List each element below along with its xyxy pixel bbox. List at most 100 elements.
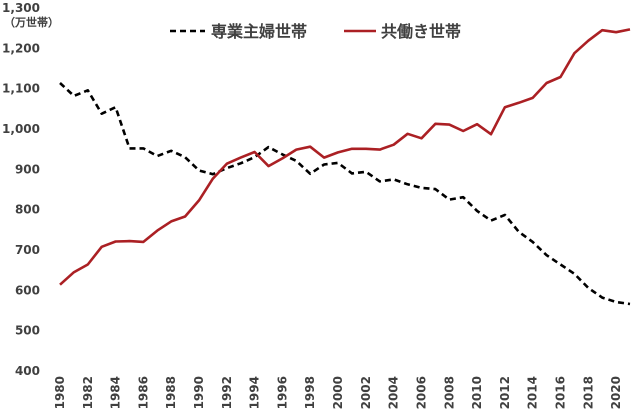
data-point [629, 303, 632, 306]
data-point [559, 76, 562, 79]
data-point [545, 82, 548, 85]
data-point [392, 178, 395, 181]
data-point [364, 170, 367, 173]
x-tick-label: 2002 [359, 376, 373, 409]
x-tick-label: 1984 [109, 376, 123, 409]
data-point [629, 28, 632, 31]
y-tick-label: 1,000 [2, 122, 40, 136]
y-tick-label: 900 [15, 162, 40, 176]
x-tick-label: 1990 [192, 376, 206, 409]
data-point [351, 147, 354, 150]
data-point [434, 122, 437, 125]
x-tick-label: 2008 [442, 376, 456, 409]
data-point [211, 173, 214, 176]
data-point [211, 177, 214, 180]
data-point [225, 162, 228, 165]
data-point [337, 161, 340, 164]
data-point [225, 167, 228, 170]
data-point [503, 213, 506, 216]
data-point [601, 29, 604, 32]
x-tick-label: 1982 [81, 376, 95, 409]
data-point [517, 230, 520, 233]
y-axis-tick-labels: 400 500 600 700 800 900 1,000 1,100 1,200 1,300 [2, 1, 40, 378]
data-point [448, 198, 451, 201]
data-point [142, 147, 145, 150]
data-point [253, 156, 256, 159]
data-point [59, 82, 62, 85]
x-tick-label: 2012 [498, 376, 512, 409]
series-layer [59, 28, 632, 306]
data-point [309, 145, 312, 148]
data-point [378, 148, 381, 151]
data-point [323, 156, 326, 159]
data-point [490, 133, 493, 136]
data-point [128, 240, 131, 243]
data-point [490, 219, 493, 222]
data-point [545, 254, 548, 257]
data-point [86, 263, 89, 266]
x-tick-label: 2010 [470, 376, 484, 409]
data-point [587, 39, 590, 42]
data-point [156, 229, 159, 232]
points-housewife-households [59, 82, 632, 306]
data-point [406, 183, 409, 186]
data-point [476, 123, 479, 126]
data-point [142, 240, 145, 243]
data-point [364, 147, 367, 150]
data-point [462, 130, 465, 133]
data-point [462, 196, 465, 199]
data-point [295, 159, 298, 162]
data-point [267, 146, 270, 149]
y-tick-label: 1,100 [2, 82, 40, 96]
data-point [476, 209, 479, 212]
data-point [573, 272, 576, 275]
data-point [351, 172, 354, 175]
x-tick-label: 1980 [53, 376, 67, 409]
x-tick-label: 2016 [553, 376, 567, 409]
y-tick-label: 700 [15, 243, 40, 257]
data-point [100, 245, 103, 248]
data-point [184, 156, 187, 159]
x-tick-label: 2006 [414, 376, 428, 409]
data-point [420, 186, 423, 189]
data-point [184, 215, 187, 218]
data-point [434, 188, 437, 191]
y-tick-label: 1,300 [2, 1, 40, 15]
data-point [601, 296, 604, 299]
data-point [531, 96, 534, 99]
data-point [114, 106, 117, 109]
y-tick-label: 1,200 [2, 41, 40, 55]
data-point [198, 199, 201, 202]
x-tick-label: 2020 [609, 376, 623, 409]
data-point [281, 157, 284, 160]
x-tick-label: 1986 [136, 376, 150, 409]
data-point [573, 52, 576, 55]
data-point [86, 89, 89, 92]
series-line-housewife-households [59, 82, 631, 306]
data-point [72, 271, 75, 274]
series-line-dual-income-households [59, 28, 631, 286]
x-tick-label: 1998 [303, 376, 317, 409]
data-point [59, 283, 62, 286]
data-point [503, 106, 506, 109]
x-axis-tick-labels: 1980 1982 1984 1986 1988 1990 1992 1994 1996 1998… [53, 376, 623, 409]
x-tick-label: 2018 [581, 376, 595, 409]
legend-label-dual-income-households: 共働き世帯 [381, 22, 461, 41]
legend-label-housewife-households: 専業主婦世帯 [211, 22, 307, 41]
data-point [239, 162, 242, 165]
x-tick-label: 2014 [526, 376, 540, 409]
data-point [615, 301, 618, 304]
x-tick-label: 2000 [331, 376, 345, 409]
data-point [392, 143, 395, 146]
x-tick-label: 1996 [275, 376, 289, 409]
data-point [531, 240, 534, 243]
data-point [337, 151, 340, 154]
y-axis-unit-label: （万世帯） [4, 15, 59, 29]
data-point [198, 169, 201, 172]
data-point [128, 147, 131, 150]
data-point [587, 286, 590, 289]
data-point [239, 156, 242, 159]
data-point [100, 112, 103, 115]
data-point [170, 149, 173, 152]
